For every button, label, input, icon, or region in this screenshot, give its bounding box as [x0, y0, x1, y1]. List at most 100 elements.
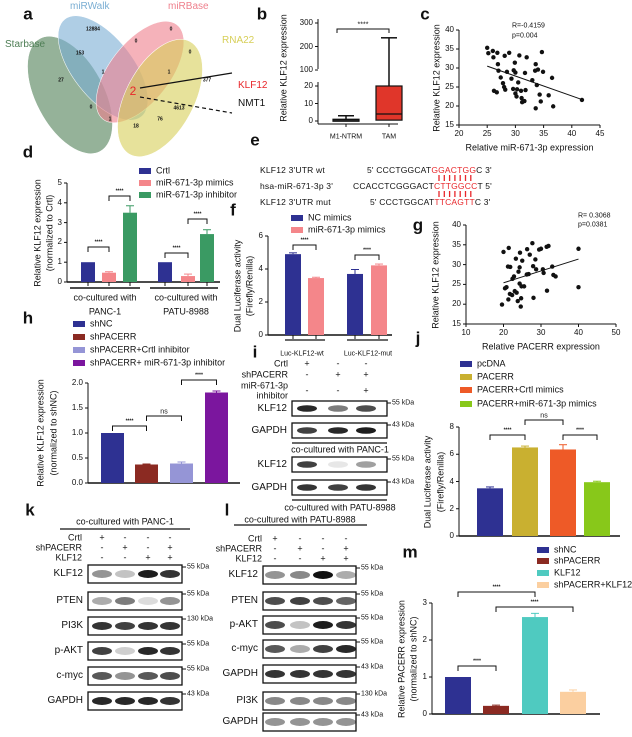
y-tick-label: 0: [57, 277, 62, 286]
molecular-weight-label: 55 kDa: [361, 564, 384, 572]
legend-label: shNC: [554, 544, 577, 555]
legend-label: shPACERR: [90, 331, 137, 342]
bar: [102, 272, 116, 282]
sequence-site: GGACTGG: [431, 164, 477, 175]
data-point: [553, 274, 558, 279]
y-tick-label: 5: [57, 178, 62, 187]
data-point: [522, 98, 527, 104]
significance-bracket: [181, 379, 217, 385]
y-tick-label: 300: [299, 18, 313, 27]
band: [138, 597, 158, 605]
y-tick-label: 30: [445, 63, 454, 72]
band: [313, 621, 333, 629]
condition-label: miR-671-3p: [240, 380, 288, 391]
condition-label: KLF12: [55, 552, 82, 563]
blot-row-label: KLF12: [257, 458, 287, 470]
molecular-weight-label: 43 kDa: [392, 478, 415, 486]
bar: [371, 265, 387, 335]
venn-region-count: 76: [157, 116, 163, 123]
significance-label: ****: [125, 418, 134, 425]
molecular-weight-label: 55 kDa: [187, 640, 210, 648]
data-point: [494, 90, 499, 95]
significance-bracket: [108, 195, 131, 201]
y-tick-label: 0: [308, 116, 313, 125]
band: [290, 621, 310, 629]
data-point: [519, 95, 524, 101]
significance-label: ****: [492, 584, 501, 591]
venn-region-count: 1: [101, 69, 105, 76]
legend-label: shPACERR: [554, 555, 601, 566]
y-axis-label: Relative KLF12 expression: [32, 178, 43, 287]
x-axis-label: Relative miR-671-3p expression: [465, 142, 594, 153]
significance-bracket: [524, 419, 564, 425]
condition-sign: +: [167, 542, 173, 553]
y-tick-label: 0.0: [71, 478, 83, 487]
condition-sign: -: [100, 552, 104, 563]
blot-row-label: GAPDH: [251, 424, 287, 436]
panel-label: d: [22, 142, 34, 162]
y-tick-label: 1: [57, 257, 62, 267]
data-point: [576, 246, 581, 251]
x-tick-label: 25: [482, 129, 492, 138]
y-tick-label: 35: [445, 44, 454, 53]
y-tick-label: 2.0: [71, 378, 83, 387]
condition-sign: -: [305, 385, 309, 396]
condition-sign: -: [336, 385, 340, 396]
band: [265, 597, 285, 605]
venn-region-count: 0: [169, 26, 173, 33]
condition-sign: +: [297, 543, 303, 554]
legend-label: shPACERR+ miR-671-3p inhibitor: [90, 357, 226, 368]
sequence-suffix: C 3': [476, 164, 492, 175]
significance-label: ****: [195, 372, 203, 379]
nmt1-callout-line: [139, 96, 233, 114]
y-tick-label: 0: [422, 709, 427, 718]
data-point: [576, 284, 581, 290]
sequence-label: hsa-miR-671-3p 3': [260, 180, 334, 191]
data-point: [499, 302, 505, 307]
blot-row-label: GAPDH: [222, 668, 258, 679]
condition-sign: +: [272, 533, 278, 544]
significance-bracket: [336, 28, 390, 33]
band: [138, 570, 158, 578]
y-tick-label: 2: [57, 237, 62, 247]
data-point: [514, 94, 519, 99]
klf12-label: KLF12: [238, 80, 268, 91]
data-point: [500, 81, 506, 86]
y-tick-label: 20: [304, 81, 313, 90]
significance-bracket: [112, 425, 147, 431]
data-point: [549, 75, 555, 81]
bar: [123, 212, 137, 282]
band: [356, 461, 376, 468]
venn-region-count: 12884: [86, 26, 100, 33]
condition-sign: -: [146, 542, 150, 553]
data-point: [512, 60, 518, 65]
condition-sign: +: [122, 542, 128, 553]
legend-label: Crtl: [156, 165, 170, 176]
significance-bracket: [457, 591, 536, 597]
significance-label: ns: [540, 412, 548, 420]
condition-sign: -: [273, 553, 277, 564]
legend-swatch: [460, 401, 472, 407]
y-tick-label: 1: [422, 672, 427, 681]
data-point: [527, 252, 532, 257]
x-tick-label: 40: [574, 328, 583, 337]
condition-label: KLF12: [235, 553, 262, 564]
legend-label: shNC: [90, 318, 113, 329]
data-point: [538, 99, 543, 104]
band: [92, 597, 112, 605]
data-point: [504, 284, 509, 290]
bar: [101, 433, 124, 483]
legend-swatch: [73, 347, 85, 353]
band: [297, 484, 317, 491]
data-point: [518, 304, 523, 309]
band: [138, 622, 158, 630]
y-axis-label: (Firefly/Renilla): [244, 255, 255, 316]
legend-label: miR-671-3p mimics: [308, 224, 386, 235]
band: [290, 571, 310, 579]
data-point: [506, 297, 511, 302]
bar: [135, 464, 158, 483]
data-point: [490, 48, 496, 54]
data-point: [514, 290, 519, 295]
data-point: [485, 45, 490, 51]
venn-region-count: 2: [129, 84, 137, 98]
